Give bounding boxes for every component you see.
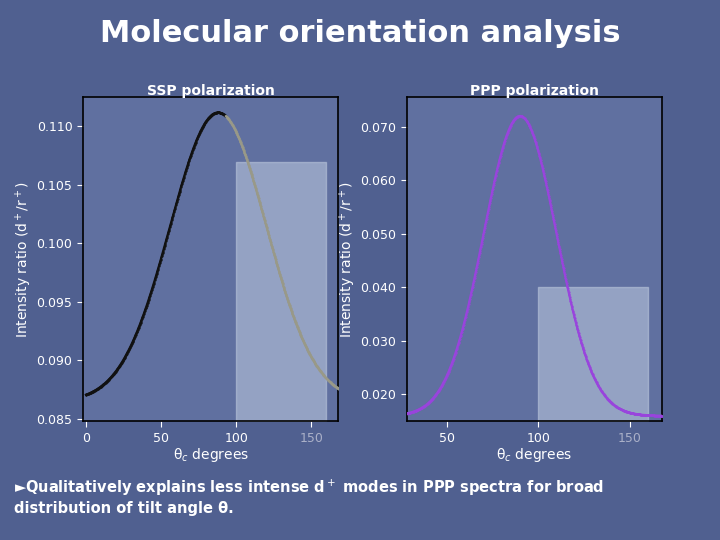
Text: SSP polarization: SSP polarization (147, 84, 275, 98)
Text: ►Qualitatively explains less intense d$^+$ modes in PPP spectra for broad
distri: ►Qualitatively explains less intense d$^… (14, 478, 605, 516)
Text: θ$_c$ degrees: θ$_c$ degrees (173, 446, 249, 463)
Y-axis label: Intensity ratio (d$^+$/r$^+$): Intensity ratio (d$^+$/r$^+$) (13, 181, 34, 338)
Text: θ$_c$ degrees: θ$_c$ degrees (496, 446, 572, 463)
Text: PPP polarization: PPP polarization (469, 84, 599, 98)
Text: Molecular orientation analysis: Molecular orientation analysis (99, 19, 621, 48)
Y-axis label: Intensity ratio (d$^+$/r$^+$): Intensity ratio (d$^+$/r$^+$) (337, 181, 358, 338)
